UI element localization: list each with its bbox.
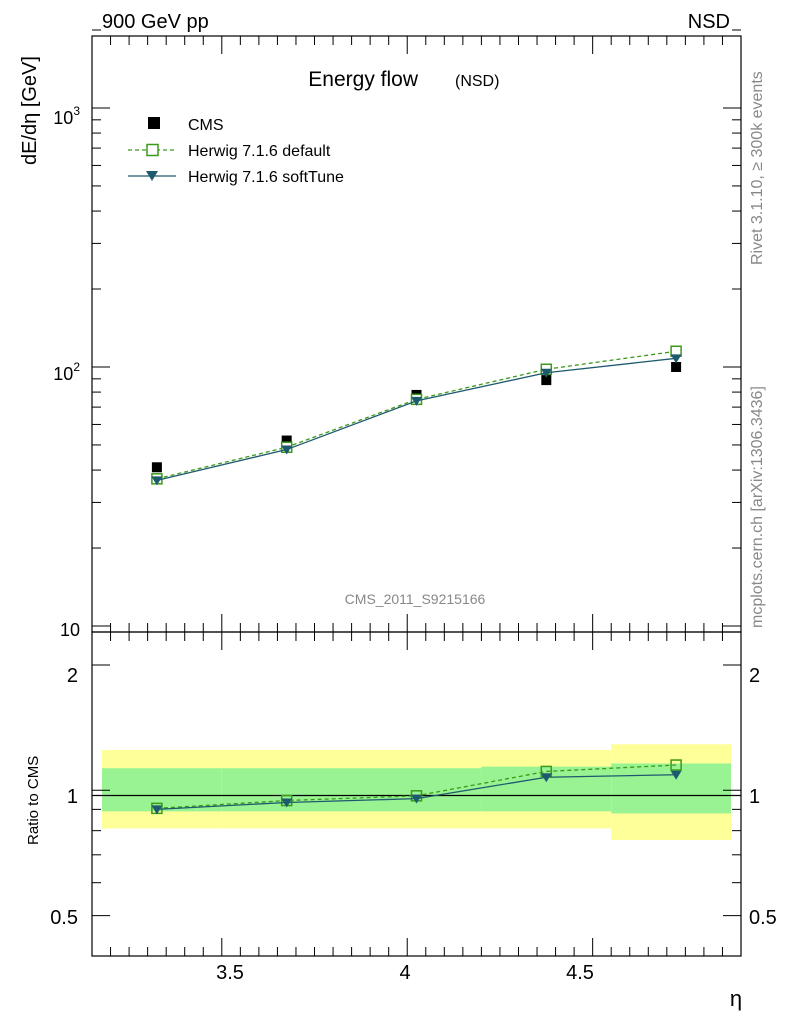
ratio-y-tick-right-1: 1 <box>749 786 760 808</box>
ratio-softtune-point <box>411 794 422 804</box>
analysis-watermark: CMS_2011_S9215166 <box>345 591 486 607</box>
cms-data-point <box>281 435 292 446</box>
softtune-data-point <box>281 445 293 455</box>
ratio-softtune-point <box>281 798 293 808</box>
ratio-y-tick-right-2: 2 <box>749 665 760 687</box>
ratio-y-tick-left-1: 1 <box>67 786 78 808</box>
chart-title-suffix: (NSD) <box>455 73 499 90</box>
softtune-data-point <box>411 396 422 406</box>
x-axis-label: η <box>730 986 742 1011</box>
main-axis-ticks <box>91 29 742 632</box>
ratio-y-axis-label: Ratio to CMS <box>25 756 42 845</box>
softtune-data-point <box>670 354 682 364</box>
inner-uncertainty-band <box>611 763 731 814</box>
header-left-label: 900 GeV pp <box>102 11 209 33</box>
series-line-2 <box>156 357 677 481</box>
rivet-label: Rivet 3.1.10, ≥ 300k events <box>749 71 766 265</box>
legend-label-cms: CMS <box>188 117 224 134</box>
ratio-series <box>151 759 682 815</box>
y-axis-label: dE/dη [GeV] <box>19 56 41 165</box>
cms-data-point <box>671 361 682 372</box>
softtune-data-point <box>540 368 552 378</box>
softtune-data-point <box>151 476 163 486</box>
legend-label-softtune: Herwig 7.1.6 softTune <box>188 169 344 186</box>
y-tick-label-1000: 103 <box>53 104 80 128</box>
y-tick-label-100: 102 <box>53 360 80 384</box>
ratio-axis-ticks <box>91 632 742 957</box>
series-line-1 <box>156 350 677 480</box>
ratio-default-point <box>670 759 682 771</box>
y-tick-label-10: 10 <box>60 620 80 640</box>
legend-marker-cms <box>148 117 160 129</box>
uncertainty-bands <box>102 744 731 840</box>
header-right-label: NSD <box>688 11 730 33</box>
ratio-y-tick-right-0-5: 0.5 <box>749 907 777 929</box>
ratio-panel: Ratio to CMS 0.5 1 2 0.5 1 2 3.5 4 4.5 η <box>25 631 777 1011</box>
mcplots-label: mcplots.cern.ch [arXiv:1306.3436] <box>749 386 766 628</box>
legend-marker-default <box>146 143 159 157</box>
ratio-y-tick-left-2: 2 <box>67 665 78 687</box>
x-tick-label-4: 4 <box>399 962 410 984</box>
cms-data-point <box>151 462 162 473</box>
x-tick-label-3-5: 3.5 <box>216 962 244 984</box>
main-series <box>151 345 682 486</box>
chart-title: Energy flow <box>308 68 419 91</box>
cms-data-point <box>541 375 552 386</box>
ratio-frame <box>91 631 742 957</box>
x-tick-label-4-5: 4.5 <box>566 962 594 984</box>
ratio-softtune-point <box>540 773 552 783</box>
main-panel: Energy flow (NSD) dE/dη [GeV] CMS_2011_S… <box>19 29 742 640</box>
inner-uncertainty-band <box>221 768 482 812</box>
legend: CMS Herwig 7.1.6 default Herwig 7.1.6 so… <box>128 117 344 186</box>
legend-marker-softtune <box>146 171 158 181</box>
ratio-softtune-point <box>151 805 163 815</box>
ratio-softtune-point <box>670 770 682 780</box>
ratio-y-tick-left-0-5: 0.5 <box>50 907 78 929</box>
legend-label-default: Herwig 7.1.6 default <box>188 143 331 160</box>
